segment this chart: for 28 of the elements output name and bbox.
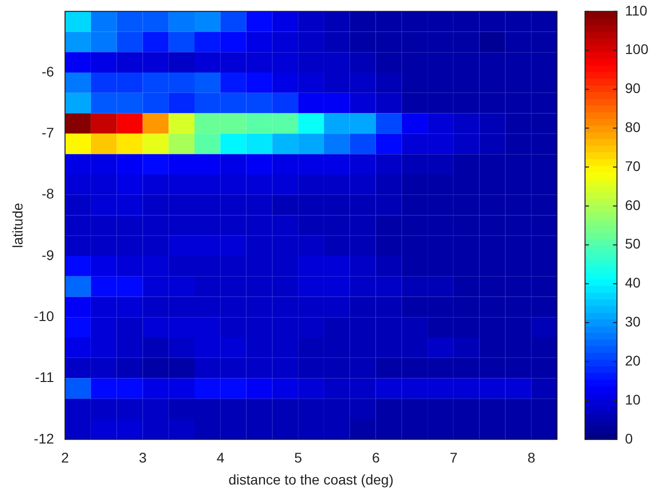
color-bar-label: 0 <box>625 430 633 446</box>
y-tick-label: -12 <box>34 430 54 446</box>
y-axis-title: latitude <box>9 202 26 248</box>
x-tick-label: 7 <box>450 450 458 466</box>
color-bar-label: 30 <box>625 314 641 330</box>
x-tick-label: 4 <box>216 450 225 466</box>
color-bar-label: 10 <box>625 391 641 408</box>
y-tick-label: -6 <box>42 63 54 80</box>
color-bar-label: 20 <box>625 352 641 368</box>
color-bar-label: 40 <box>625 274 641 291</box>
color-bar-label: 50 <box>625 236 641 252</box>
color-bar-label: 70 <box>625 158 641 174</box>
x-tick-label: 2 <box>61 450 70 466</box>
y-tick-label: -8 <box>42 186 54 202</box>
color-bar-label: 90 <box>625 80 641 96</box>
color-bar-label: 60 <box>625 196 641 213</box>
y-tick-label: -10 <box>34 308 54 324</box>
x-axis-title: distance to the coast (deg) <box>228 471 394 488</box>
x-tick-label: 8 <box>527 450 536 466</box>
color-bar-label: 80 <box>625 118 641 135</box>
color-bar-label: 110 <box>625 2 648 18</box>
x-tick-label: 6 <box>372 450 380 466</box>
y-tick-label: -9 <box>42 246 54 263</box>
y-tick-label: -11 <box>34 369 54 386</box>
color-bar-label: 100 <box>625 41 649 58</box>
x-tick-label: 3 <box>138 450 147 466</box>
y-tick-label: -7 <box>42 124 54 141</box>
x-tick-label: 5 <box>294 450 302 466</box>
